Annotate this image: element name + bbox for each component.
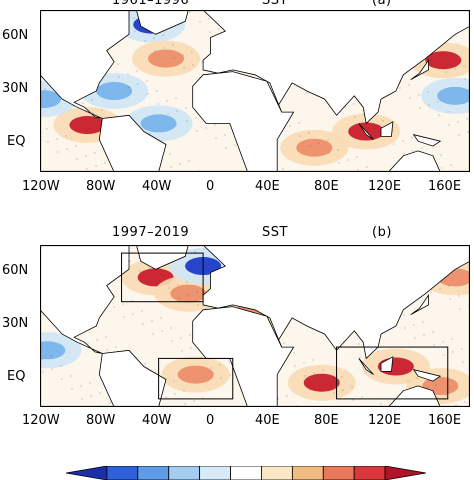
anomaly-warm	[303, 373, 340, 392]
x-tick-80e-b: 80E	[314, 413, 339, 428]
coastline	[358, 358, 374, 375]
panel-b-title: 1997–2019	[112, 225, 190, 240]
x-tick-40w-b: 40W	[142, 413, 172, 428]
x-tick-160e-a: 160E	[428, 179, 462, 194]
x-tick-40e-b: 40E	[255, 413, 280, 428]
y-tick-eq-a: EQ	[7, 134, 26, 149]
colorbar-segment	[106, 466, 139, 480]
colorbar-segment	[322, 466, 355, 480]
coastline	[135, 245, 189, 270]
coastline	[202, 10, 470, 125]
colorbar-segment	[230, 466, 262, 480]
y-tick-60n-a: 60N	[2, 28, 29, 43]
coastline	[40, 10, 130, 119]
x-tick-40w-a: 40W	[142, 179, 172, 194]
coastline	[410, 293, 429, 316]
region-box	[336, 346, 449, 400]
anomaly-cold	[96, 82, 133, 100]
y-tick-30n-a: 30N	[2, 81, 29, 96]
anomaly-warm	[296, 138, 333, 157]
colorbar-segment	[291, 466, 324, 480]
panel-a-variable: SST	[262, 0, 288, 8]
coastline	[410, 58, 429, 81]
x-tick-120w-b: 120W	[22, 413, 60, 428]
map-frame	[40, 10, 470, 172]
panel-b-variable: SST	[262, 225, 288, 240]
colorbar-segment	[66, 466, 108, 480]
region-box	[158, 357, 234, 400]
anomaly-warm	[69, 116, 106, 135]
coastline	[358, 123, 374, 140]
x-tick-0-a: 0	[206, 179, 215, 194]
x-axis-b: 120W 80W 40W 0 40E 80E 120E 160E	[0, 413, 474, 433]
land-masses	[40, 10, 470, 172]
anomaly-cold	[437, 86, 470, 105]
colorbar-segment	[137, 466, 170, 480]
colorbar	[66, 466, 426, 480]
x-tick-120e-b: 120E	[368, 413, 402, 428]
y-tick-eq-b: EQ	[7, 369, 26, 384]
colorbar-segment	[168, 466, 201, 480]
x-tick-120e-a: 120E	[368, 179, 402, 194]
x-axis-a: 120W 80W 40W 0 40E 80E 120E 160E	[0, 179, 474, 199]
region-box	[121, 252, 204, 303]
x-tick-120w-a: 120W	[22, 179, 60, 194]
colorbar-segment	[261, 466, 293, 480]
coastline	[387, 385, 441, 407]
y-tick-60n-b: 60N	[2, 263, 29, 278]
coastline	[40, 245, 130, 354]
coastline	[387, 150, 441, 172]
panel-a-label: (a)	[372, 0, 392, 8]
x-tick-0-b: 0	[206, 413, 215, 428]
map-frame	[40, 245, 470, 407]
anomaly-warm	[148, 49, 185, 68]
colorbar-segment	[384, 466, 426, 480]
anomaly-cold	[40, 90, 61, 109]
x-tick-80e-a: 80E	[314, 179, 339, 194]
coastline	[98, 349, 167, 407]
map-panel-b	[40, 245, 470, 407]
x-tick-80w-a: 80W	[86, 179, 116, 194]
anomaly-cold	[40, 341, 66, 360]
land-masses	[40, 245, 470, 407]
x-tick-160e-b: 160E	[428, 413, 462, 428]
coastline	[412, 134, 442, 147]
anomaly-warm	[170, 284, 207, 303]
anomaly-warm	[425, 51, 462, 70]
coastline	[412, 369, 442, 382]
colorbar-segment	[353, 466, 386, 480]
x-tick-40e-a: 40E	[255, 179, 280, 194]
x-tick-80w-b: 80W	[86, 413, 116, 428]
panel-a-title: 1961–1996	[112, 0, 190, 8]
coastline	[192, 71, 295, 172]
y-tick-30n-b: 30N	[2, 316, 29, 331]
coastline	[135, 10, 189, 35]
anomaly-cold	[140, 114, 177, 133]
anomaly-warm	[177, 365, 214, 384]
map-panel-a	[40, 10, 470, 172]
colorbar-segment	[199, 466, 231, 480]
coastline	[380, 121, 394, 137]
panel-b-label: (b)	[372, 225, 392, 240]
coastline	[380, 356, 394, 372]
coastline	[98, 114, 167, 172]
